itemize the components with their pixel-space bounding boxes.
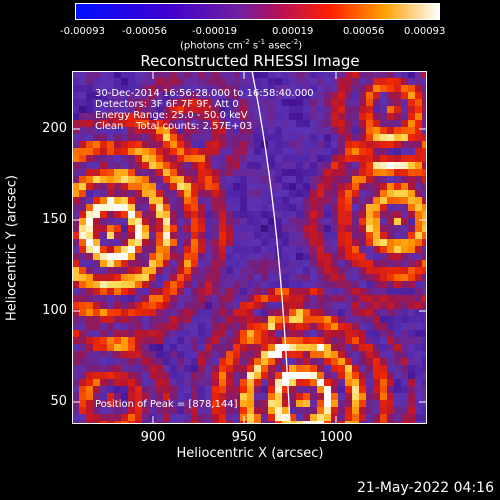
unit-text: (photons cm [180, 40, 243, 52]
colorbar-tick-label: 0.00019 [272, 26, 314, 37]
colorbar [75, 3, 440, 20]
timestamp: 21-May-2022 04:16 [356, 480, 494, 496]
y-tick-label: 200 [42, 121, 67, 136]
x-tick-label: 900 [140, 430, 166, 445]
time-range-text: 30-Dec-2014 16:56:28.000 to 16:58:40.000 [95, 88, 314, 99]
x-axis-label: Heliocentric X (arcsec) [176, 446, 324, 461]
axis-ticks [72, 71, 427, 424]
unit-text: asec [265, 40, 292, 52]
unit-exponent: -1 [258, 38, 266, 46]
colorbar-tick-label: -0.00093 [60, 26, 105, 37]
colorbar-tick-label: -0.00019 [192, 26, 237, 37]
unit-exponent: -2 [291, 38, 299, 46]
y-axis-label: Heliocentric Y (arcsec) [4, 175, 20, 321]
unit-text: s [249, 40, 259, 52]
y-tick-label: 50 [50, 394, 67, 409]
plot-title: Reconstructed RHESSI Image [140, 52, 360, 70]
x-tick-label: 1000 [319, 430, 353, 445]
peak-position-text: Position of Peak = [878,144] [95, 399, 238, 410]
plot-frame [72, 71, 427, 424]
detectors-text: Detectors: 3F 6F 7F 9F, Att 0 [95, 99, 239, 110]
energy-range-text: Energy Range: 25.0 - 50.0 keV [95, 110, 248, 121]
clean-counts-text: Clean Total counts: 2.57E+03 [95, 121, 253, 132]
image-canvas [72, 71, 427, 424]
x-tick-label: 950 [231, 430, 257, 445]
unit-text: ) [298, 40, 303, 52]
solar-limb-line [251, 71, 291, 424]
colorbar-tick-label: 0.00093 [404, 26, 446, 37]
rhessi-image-plot [72, 71, 427, 424]
colorbar-tick-label: -0.00056 [122, 26, 167, 37]
y-tick-label: 100 [42, 303, 67, 318]
colorbar-unit-label: (photons cm-2 s-1 asec-2) [180, 38, 302, 51]
unit-exponent: -2 [242, 38, 250, 46]
y-tick-label: 150 [42, 212, 67, 227]
colorbar-tick-label: 0.00056 [343, 26, 385, 37]
